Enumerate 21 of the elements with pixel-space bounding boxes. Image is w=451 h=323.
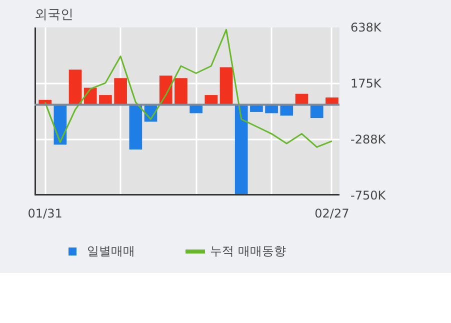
bar	[250, 104, 263, 112]
y-tick-label: -750K	[350, 188, 387, 202]
y-tick-label: -288K	[350, 132, 387, 147]
legend-label: 누적 매매동향	[210, 242, 286, 260]
x-tick-label: 02/27	[314, 206, 350, 220]
bar	[220, 67, 233, 105]
bar	[174, 78, 188, 105]
bar	[114, 78, 127, 105]
bar	[190, 104, 202, 114]
line-series	[44, 28, 333, 148]
x-tick-label: 01/31	[28, 206, 62, 220]
bar	[310, 104, 324, 118]
bar	[68, 70, 82, 105]
y-tick-label: 175K	[350, 76, 382, 91]
bar	[234, 104, 248, 196]
legend-label: 일별매매	[87, 242, 135, 260]
bar	[280, 104, 294, 116]
chart-title: 외국인	[34, 8, 74, 22]
bar	[265, 104, 278, 114]
bar	[129, 104, 142, 150]
y-tick-label: 638K	[350, 20, 382, 34]
